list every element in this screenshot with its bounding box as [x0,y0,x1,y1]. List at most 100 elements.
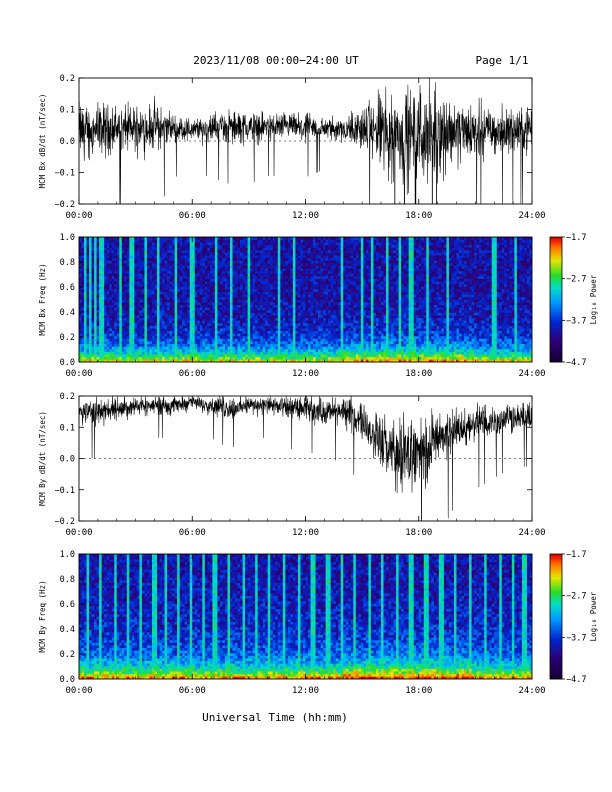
heatmap-cell [172,239,175,243]
heatmap-cell [159,359,163,362]
heatmap-cell [136,304,140,308]
heatmap-cell [230,315,233,319]
heatmap-cell [187,263,191,266]
heatmap-cell [149,317,153,321]
heatmap-cell [308,273,311,277]
heatmap-cell [111,263,115,266]
heatmap-cell [184,250,188,253]
heatmap-cell [318,315,321,319]
heatmap-cell [126,343,130,347]
heatmap-cell [240,278,243,282]
heatmap-cell [310,260,314,264]
heatmap-cell [121,281,125,285]
heatmap-cell [242,291,246,295]
heatmap-cell [159,341,163,345]
heatmap-cell [126,328,130,332]
heatmap-cell [167,239,170,243]
heatmap-cell [104,346,107,350]
heatmap-cell [297,244,301,248]
heatmap-cell [159,302,163,305]
heatmap-cell [227,294,231,298]
heatmap-cell [151,257,155,261]
heatmap-cell [297,354,301,358]
heatmap-cell [250,296,253,300]
heatmap-cell [272,281,276,285]
heatmap-cell [182,247,185,251]
heatmap-cell [217,281,221,285]
heatmap-cell [204,343,208,347]
heatmap-cell [172,291,175,295]
heatmap-cell [199,291,203,295]
heatmap-cell [267,291,271,295]
heatmap-cell [292,341,296,345]
heatmap-cell [247,270,251,274]
heatmap-cell [242,268,246,272]
heatmap-cell [89,299,92,303]
heatmap-cell [159,346,163,350]
heatmap-cell [91,281,95,285]
heatmap-cell [292,237,296,240]
heatmap-cell [91,304,95,308]
heatmap-cell [285,309,289,313]
heatmap-cell [202,260,206,264]
heatmap-cell [136,278,140,282]
heatmap-cell [214,281,218,285]
heatmap-cell [267,341,271,345]
heatmap-cell [219,291,223,295]
heatmap-cell [109,333,113,337]
heatmap-cell [212,322,216,326]
heatmap-cell [333,239,336,243]
heatmap-cell [136,283,140,287]
heatmap-cell [257,239,261,243]
heatmap-cell [86,263,90,266]
heatmap-cell [94,304,97,308]
heatmap-cell [285,343,289,347]
heatmap-cell [141,257,145,261]
heatmap-cell [106,328,110,332]
heatmap-cell [270,312,274,316]
heatmap-cell [290,328,294,332]
heatmap-cell [89,335,92,339]
heatmap-cell [214,257,218,261]
heatmap-cell [136,356,140,360]
heatmap-cell [131,359,135,362]
heatmap-cell [282,309,286,313]
heatmap-cell [214,322,218,326]
heatmap-cell [169,299,173,303]
heatmap-cell [197,278,201,282]
heatmap-cell [129,359,133,362]
heatmap-cell [292,281,296,285]
heatmap-cell [297,268,301,272]
heatmap-cell [184,312,188,316]
heatmap-cell [111,320,115,324]
heatmap-cell [255,343,258,347]
heatmap-cell [280,252,284,256]
heatmap-cell [184,341,188,345]
heatmap-cell [308,328,311,332]
heatmap-cell [149,335,153,339]
heatmap-cell [224,283,228,287]
heatmap-cell [335,348,339,352]
heatmap-cell [174,341,178,345]
heatmap-cell [275,351,279,355]
heatmap-cell [252,273,256,277]
heatmap-cell [250,307,253,311]
heatmap-cell [275,335,279,339]
heatmap-cell [323,317,326,321]
heatmap-cell [313,304,316,308]
heatmap-cell [146,252,150,256]
heatmap-cell [267,283,271,287]
heatmap-cell [335,304,339,308]
heatmap-cell [157,283,160,287]
heatmap-cell [277,283,281,287]
heatmap-cell [111,343,115,347]
heatmap-cell [154,356,158,360]
heatmap-cell [224,268,228,272]
heatmap-cell [84,356,87,360]
heatmap-cell [280,302,284,305]
heatmap-cell [207,304,211,308]
heatmap-cell [101,330,105,334]
heatmap-cell [149,239,153,243]
heatmap-cell [91,257,95,261]
heatmap-cell [149,328,153,332]
